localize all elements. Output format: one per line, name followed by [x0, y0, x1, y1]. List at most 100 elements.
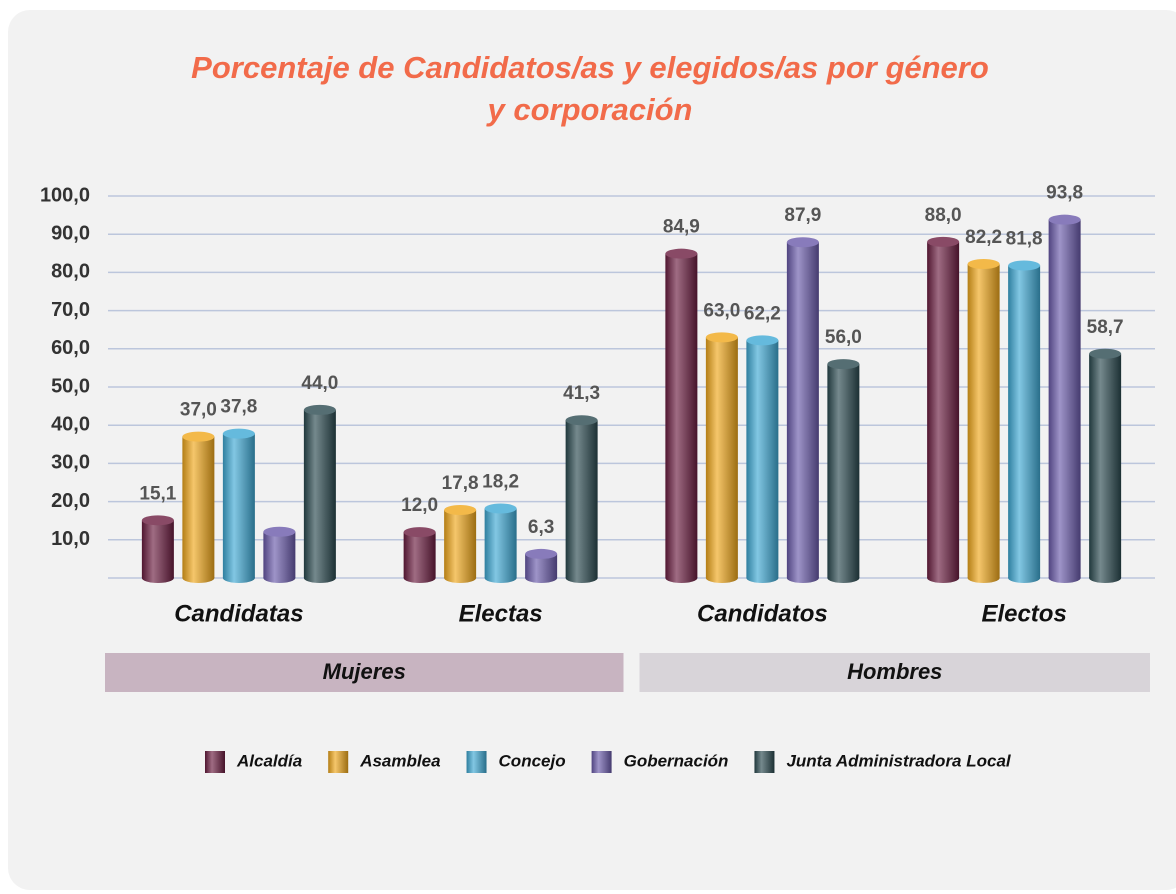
chart-title: Porcentaje de Candidatos/as y elegidos/a…	[191, 50, 989, 85]
bar-top	[705, 332, 738, 343]
bar-base	[565, 573, 598, 583]
value-label: 93,8	[1046, 183, 1083, 204]
bar-base	[665, 573, 698, 583]
value-label: 63,0	[703, 300, 740, 321]
value-label: 44,0	[301, 373, 338, 394]
chart-title: y corporación	[486, 92, 693, 127]
bar-base	[525, 573, 558, 583]
bar	[665, 253, 698, 578]
bar-base	[967, 573, 1000, 583]
group-label: Hombres	[847, 659, 942, 684]
legend-label: Junta Administradora Local	[786, 751, 1011, 770]
y-tick-label: 10,0	[51, 528, 90, 550]
bar-top	[484, 503, 517, 514]
group-band	[639, 653, 1150, 692]
bar	[182, 436, 215, 578]
y-tick-label: 70,0	[51, 299, 90, 321]
value-label: 87,9	[784, 205, 821, 226]
legend-swatch	[466, 751, 487, 773]
x-tick-label: Candidatas	[174, 600, 303, 627]
value-label: 6,3	[528, 517, 554, 538]
bar-top	[786, 237, 819, 248]
legend-label: Asamblea	[359, 751, 440, 770]
value-label: 56,0	[825, 327, 862, 348]
value-label: 58,7	[1087, 317, 1124, 338]
y-tick-label: 40,0	[51, 413, 90, 435]
bar	[746, 340, 779, 578]
bar-base	[403, 573, 436, 583]
y-tick-label: 100,0	[40, 184, 90, 206]
bar-base	[1048, 573, 1081, 583]
bar	[1008, 265, 1041, 578]
bar	[444, 510, 477, 578]
y-tick-label: 50,0	[51, 375, 90, 397]
value-label: 88,0	[925, 205, 962, 226]
value-label: 62,2	[744, 303, 781, 324]
value-label: 84,9	[663, 217, 700, 238]
y-tick-label: 20,0	[51, 490, 90, 512]
bar-top	[141, 515, 174, 526]
bar-top	[746, 335, 779, 346]
bar-top	[444, 505, 477, 516]
bar	[827, 364, 860, 578]
bar	[263, 531, 296, 578]
legend-label: Alcaldía	[236, 751, 302, 770]
group-band	[105, 653, 624, 692]
bar-top	[967, 258, 1000, 269]
bar	[303, 409, 336, 578]
y-tick-label: 80,0	[51, 261, 90, 283]
bar	[927, 241, 960, 578]
bar-base	[746, 573, 779, 583]
bar	[967, 263, 1000, 578]
bar-top	[1048, 214, 1081, 225]
bar-base	[484, 573, 517, 583]
x-tick-label: Candidatos	[697, 600, 828, 627]
value-label: 37,0	[180, 400, 217, 421]
bar-base	[827, 573, 860, 583]
bar	[403, 532, 436, 578]
bar-top	[403, 527, 436, 538]
bar-top	[1089, 348, 1122, 359]
y-tick-label: 60,0	[51, 337, 90, 359]
y-tick-label: 90,0	[51, 222, 90, 244]
value-label: 17,8	[442, 473, 479, 494]
bar-base	[263, 573, 296, 583]
legend-swatch	[754, 751, 775, 773]
value-label: 18,2	[482, 471, 519, 492]
bar	[222, 433, 255, 578]
x-tick-label: Electos	[981, 600, 1066, 627]
legend-swatch	[591, 751, 612, 773]
bar-base	[705, 573, 738, 583]
value-label: 82,2	[965, 227, 1002, 248]
value-label: 41,3	[563, 383, 600, 404]
value-label: 12,0	[401, 495, 438, 516]
bar-top	[182, 431, 215, 442]
legend-label: Gobernación	[624, 751, 729, 770]
bar	[1048, 219, 1081, 578]
legend-swatch	[205, 751, 225, 773]
bar	[786, 242, 819, 579]
legend-swatch	[328, 751, 349, 773]
x-tick-label: Electas	[459, 600, 543, 627]
bar-top	[1008, 260, 1041, 271]
bar	[141, 520, 174, 578]
bar	[565, 420, 598, 578]
bar-top	[303, 404, 336, 415]
group-label: Mujeres	[323, 659, 406, 684]
bar	[484, 508, 517, 578]
bar-top	[263, 526, 296, 537]
bar	[1089, 353, 1122, 578]
bar-base	[222, 573, 255, 583]
bar-base	[786, 573, 819, 583]
value-label: 37,8	[220, 397, 257, 418]
bar-base	[1008, 573, 1041, 583]
bar-top	[927, 236, 960, 247]
bar-base	[303, 573, 336, 583]
bar-base	[927, 573, 960, 583]
legend-label: Concejo	[499, 751, 566, 770]
bar-base	[444, 573, 477, 583]
bar-top	[222, 428, 255, 439]
bar-top	[827, 359, 860, 370]
bar	[705, 337, 738, 578]
